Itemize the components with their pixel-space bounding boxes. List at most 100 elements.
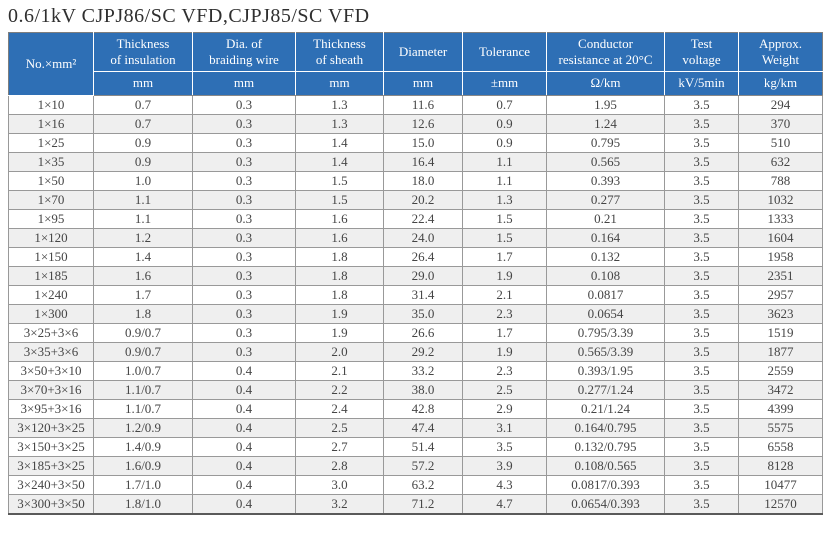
cell-conductor-resistance: 0.164/0.795 — [546, 418, 665, 438]
cell-tolerance: 0.9 — [462, 133, 547, 153]
cell-sheath-thickness: 1.5 — [295, 171, 384, 191]
cell-braiding-wire-dia: 0.4 — [192, 361, 296, 381]
col-header-diameter: Diameter — [383, 32, 463, 72]
cell-diameter: 51.4 — [383, 437, 463, 457]
cell-diameter: 63.2 — [383, 475, 463, 495]
cell-tolerance: 3.9 — [462, 456, 547, 476]
cell-size: 3×240+3×50 — [8, 475, 94, 495]
cell-test-voltage: 3.5 — [664, 380, 739, 400]
cell-sheath-thickness: 1.4 — [295, 133, 384, 153]
cell-braiding-wire-dia: 0.4 — [192, 456, 296, 476]
cell-size: 1×16 — [8, 114, 94, 134]
cell-insulation-thickness: 0.9 — [93, 152, 193, 172]
cell-approx-weight: 5575 — [738, 418, 823, 438]
cell-size: 1×150 — [8, 247, 94, 267]
cell-approx-weight: 510 — [738, 133, 823, 153]
cell-test-voltage: 3.5 — [664, 304, 739, 324]
cell-tolerance: 4.7 — [462, 494, 547, 515]
table-row: 3×25+3×6 0.9/0.7 0.3 1.9 26.6 1.7 0.795/3.39 3.… — [8, 323, 823, 343]
table-row: 1×25 0.9 0.3 1.4 15.0 0.9 0.795 3.5 510 — [8, 133, 823, 153]
cell-insulation-thickness: 1.4 — [93, 247, 193, 267]
cell-tolerance: 2.3 — [462, 361, 547, 381]
cell-approx-weight: 10477 — [738, 475, 823, 495]
cell-sheath-thickness: 2.0 — [295, 342, 384, 362]
col-unit-approx-weight: kg/km — [738, 71, 823, 96]
cell-sheath-thickness: 1.5 — [295, 190, 384, 210]
cell-insulation-thickness: 1.6 — [93, 266, 193, 286]
cell-braiding-wire-dia: 0.4 — [192, 475, 296, 495]
cell-diameter: 71.2 — [383, 494, 463, 515]
col-unit-test-voltage: kV/5min — [664, 71, 739, 96]
table-row: 1×35 0.9 0.3 1.4 16.4 1.1 0.565 3.5 632 — [8, 152, 823, 172]
cell-conductor-resistance: 0.393/1.95 — [546, 361, 665, 381]
cell-approx-weight: 632 — [738, 152, 823, 172]
cell-tolerance: 1.5 — [462, 209, 547, 229]
cell-approx-weight: 1032 — [738, 190, 823, 210]
cell-tolerance: 1.7 — [462, 323, 547, 343]
cell-conductor-resistance: 0.565/3.39 — [546, 342, 665, 362]
cell-diameter: 12.6 — [383, 114, 463, 134]
cell-sheath-thickness: 1.9 — [295, 323, 384, 343]
cell-sheath-thickness: 1.9 — [295, 304, 384, 324]
cell-diameter: 11.6 — [383, 95, 463, 115]
cell-braiding-wire-dia: 0.3 — [192, 133, 296, 153]
cell-size: 1×50 — [8, 171, 94, 191]
cell-conductor-resistance: 1.24 — [546, 114, 665, 134]
cell-size: 3×70+3×16 — [8, 380, 94, 400]
cell-sheath-thickness: 1.6 — [295, 228, 384, 248]
table-row: 1×16 0.7 0.3 1.3 12.6 0.9 1.24 3.5 370 — [8, 114, 823, 134]
cell-tolerance: 2.5 — [462, 380, 547, 400]
cell-test-voltage: 3.5 — [664, 418, 739, 438]
cell-test-voltage: 3.5 — [664, 190, 739, 210]
cell-test-voltage: 3.5 — [664, 171, 739, 191]
cell-approx-weight: 12570 — [738, 494, 823, 515]
table-row: 3×50+3×10 1.0/0.7 0.4 2.1 33.2 2.3 0.393/1.95 3… — [8, 361, 823, 381]
table-row: 1×10 0.7 0.3 1.3 11.6 0.7 1.95 3.5 294 — [8, 95, 823, 115]
cell-conductor-resistance: 0.0654/0.393 — [546, 494, 665, 515]
cell-conductor-resistance: 0.277/1.24 — [546, 380, 665, 400]
cell-size: 1×300 — [8, 304, 94, 324]
cell-insulation-thickness: 1.4/0.9 — [93, 437, 193, 457]
col-unit-diameter: mm — [383, 71, 463, 96]
cell-tolerance: 1.1 — [462, 152, 547, 172]
cell-insulation-thickness: 0.9 — [93, 133, 193, 153]
cell-tolerance: 1.5 — [462, 228, 547, 248]
table-row: 1×150 1.4 0.3 1.8 26.4 1.7 0.132 3.5 1958 — [8, 247, 823, 267]
cell-braiding-wire-dia: 0.3 — [192, 190, 296, 210]
cell-conductor-resistance: 0.21 — [546, 209, 665, 229]
cell-approx-weight: 8128 — [738, 456, 823, 476]
table-row: 1×185 1.6 0.3 1.8 29.0 1.9 0.108 3.5 2351 — [8, 266, 823, 286]
cell-diameter: 20.2 — [383, 190, 463, 210]
cell-braiding-wire-dia: 0.4 — [192, 418, 296, 438]
cell-test-voltage: 3.5 — [664, 456, 739, 476]
cell-approx-weight: 2559 — [738, 361, 823, 381]
cell-test-voltage: 3.5 — [664, 266, 739, 286]
col-header-conductor-resistance: Conductor resistance at 20°C — [546, 32, 665, 72]
cell-test-voltage: 3.5 — [664, 475, 739, 495]
table-row: 3×150+3×25 1.4/0.9 0.4 2.7 51.4 3.5 0.132/0.79… — [8, 437, 823, 457]
cell-tolerance: 2.1 — [462, 285, 547, 305]
cell-insulation-thickness: 0.9/0.7 — [93, 342, 193, 362]
cell-conductor-resistance: 0.108/0.565 — [546, 456, 665, 476]
cell-insulation-thickness: 0.9/0.7 — [93, 323, 193, 343]
cell-tolerance: 0.7 — [462, 95, 547, 115]
cell-insulation-thickness: 1.0 — [93, 171, 193, 191]
cell-sheath-thickness: 1.6 — [295, 209, 384, 229]
cell-test-voltage: 3.5 — [664, 247, 739, 267]
cell-tolerance: 2.9 — [462, 399, 547, 419]
cell-conductor-resistance: 1.95 — [546, 95, 665, 115]
col-unit-tolerance: ±mm — [462, 71, 547, 96]
cell-size: 1×95 — [8, 209, 94, 229]
table-row: 3×240+3×50 1.7/1.0 0.4 3.0 63.2 4.3 0.0817/0.3… — [8, 475, 823, 495]
cell-tolerance: 0.9 — [462, 114, 547, 134]
cell-conductor-resistance: 0.164 — [546, 228, 665, 248]
cell-diameter: 26.6 — [383, 323, 463, 343]
cell-approx-weight: 370 — [738, 114, 823, 134]
cell-tolerance: 3.1 — [462, 418, 547, 438]
cell-test-voltage: 3.5 — [664, 228, 739, 248]
cell-test-voltage: 3.5 — [664, 342, 739, 362]
cell-tolerance: 1.9 — [462, 342, 547, 362]
col-header-braiding-wire-dia: Dia. of braiding wire — [192, 32, 296, 72]
cell-conductor-resistance: 0.0654 — [546, 304, 665, 324]
col-header-tolerance: Tolerance — [462, 32, 547, 72]
